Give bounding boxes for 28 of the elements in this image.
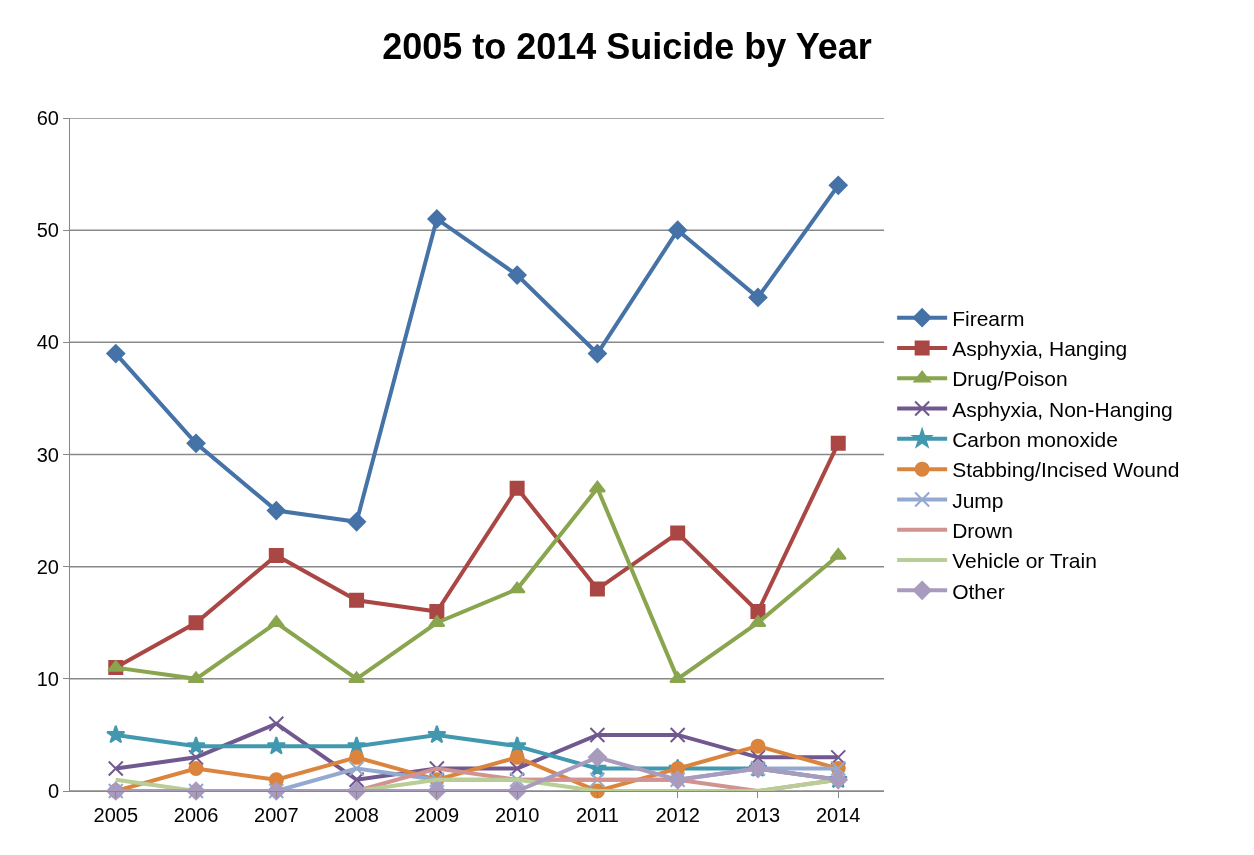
x-tick-label: 2013 <box>735 804 781 826</box>
legend-label: Drug/Poison <box>952 367 1068 391</box>
legend-label: Carbon monoxide <box>952 428 1118 452</box>
y-tick-label: 20 <box>36 555 59 578</box>
x-tick-label: 2009 <box>414 804 460 826</box>
y-tick-label: 0 <box>47 780 59 802</box>
x-tick-label: 2014 <box>815 804 861 826</box>
x-tick-label: 2010 <box>494 804 540 826</box>
x-tick-label: 2011 <box>575 804 619 826</box>
x-tick-label: 2012 <box>655 804 700 826</box>
legend-label: Other <box>952 579 1005 603</box>
legend-label: Asphyxia, Non-Hanging <box>952 397 1173 421</box>
legend-label: Drown <box>952 518 1013 542</box>
x-tick-label: 2005 <box>93 804 139 826</box>
y-tick-label: 50 <box>36 219 59 242</box>
legend-label: Vehicle or Train <box>952 549 1097 573</box>
legend-label: Stabbing/Incised Wound <box>952 458 1180 482</box>
x-tick-label: 2008 <box>334 804 379 826</box>
legend-label: Jump <box>952 488 1004 512</box>
legend-label: Asphyxia, Hanging <box>952 337 1128 361</box>
x-tick-label: 2006 <box>173 804 219 826</box>
y-tick-label: 30 <box>36 443 59 466</box>
x-tick-label: 2007 <box>254 804 299 826</box>
chart-title: 2005 to 2014 Suicide by Year <box>382 26 872 68</box>
legend-label: Firearm <box>952 306 1025 330</box>
y-tick-label: 10 <box>36 667 59 690</box>
y-tick-label: 40 <box>36 331 59 354</box>
y-tick-label: 60 <box>36 107 59 129</box>
